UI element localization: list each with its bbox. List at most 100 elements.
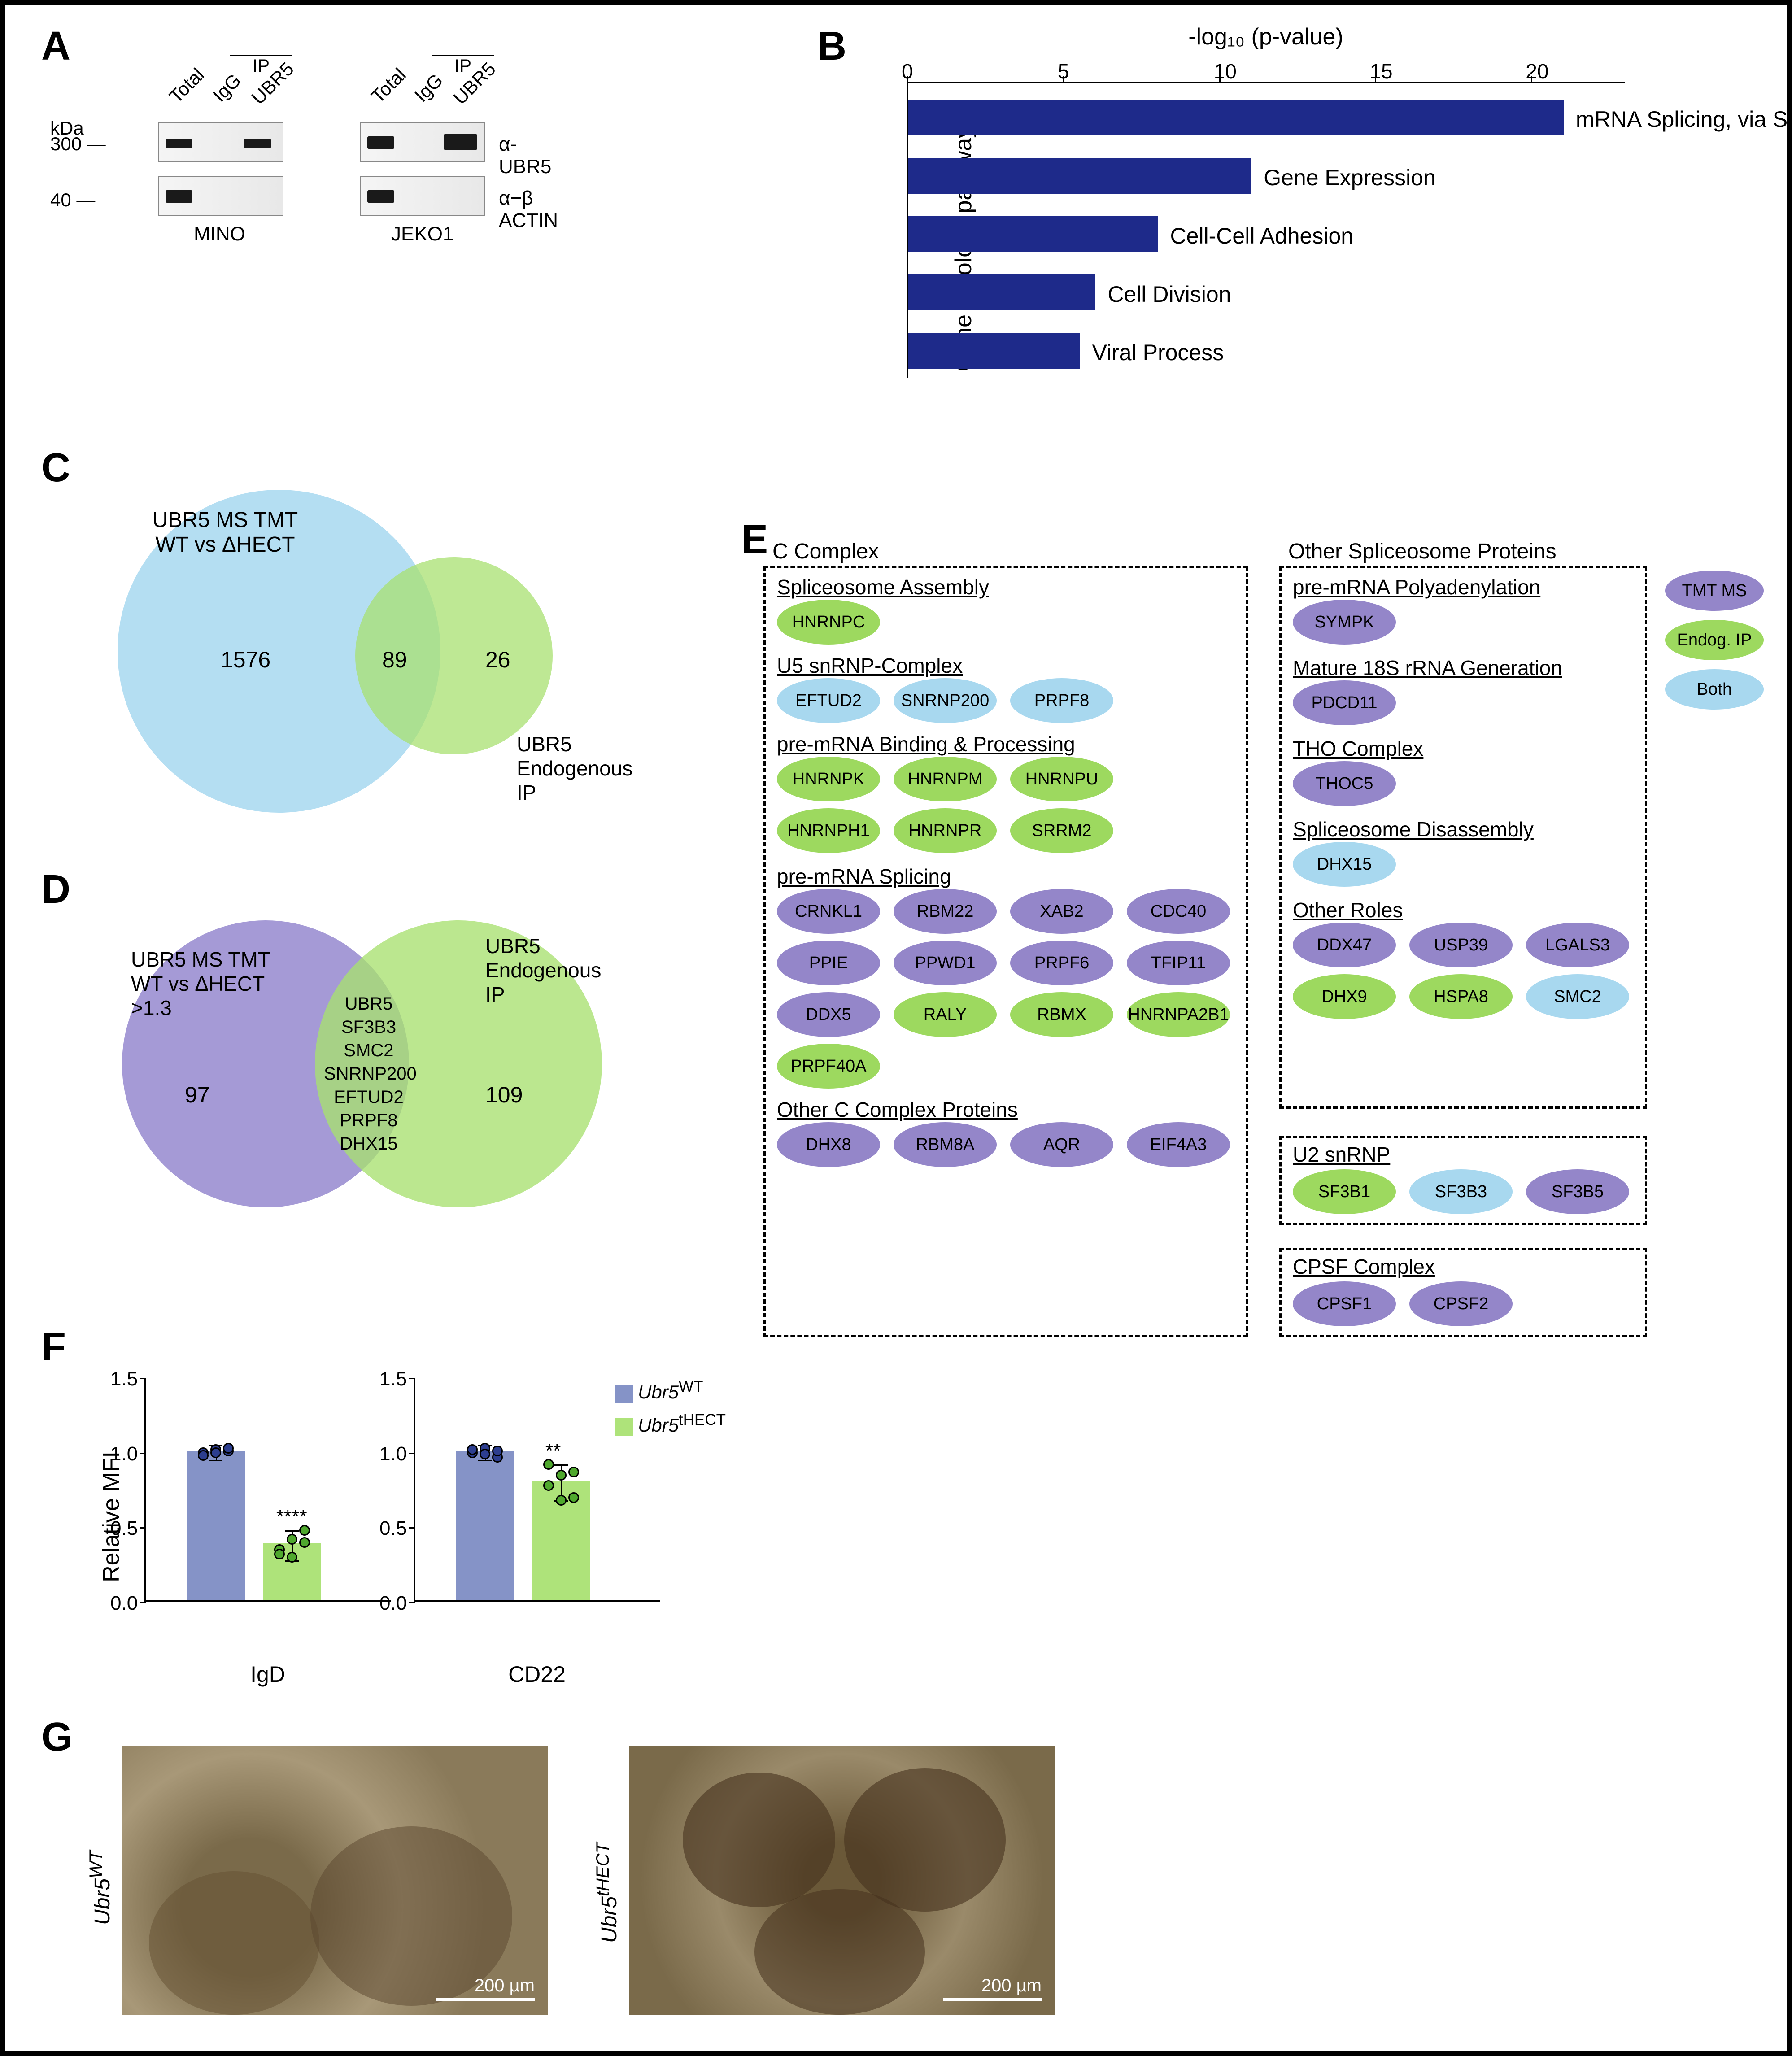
section-title: Spliceosome Assembly (777, 575, 989, 599)
protein-oval: SMC2 (1526, 974, 1629, 1019)
protein-oval: DHX9 (1293, 974, 1396, 1019)
x-tick: 20 (1526, 59, 1548, 83)
protein-oval: HSPA8 (1409, 974, 1513, 1019)
cell-jeko: JEKO1 (391, 223, 453, 245)
x-axis-title: -log₁₀ (p-value) (1188, 23, 1343, 50)
mfi-bar (456, 1451, 514, 1600)
lane-label: Total (367, 64, 410, 108)
data-point (480, 1449, 490, 1459)
section-title: Mature 18S rRNA Generation (1293, 656, 1562, 680)
panel-f-mfi-charts: Relative MFI 0.00.51.01.5****IgD0.00.51.… (41, 1346, 737, 1696)
x-label: CD22 (508, 1661, 566, 1687)
protein-oval: HNRNPA2B1 (1127, 992, 1230, 1037)
venn-left-n: 1576 (221, 647, 270, 673)
figure-container: A B C D E F G IP Total IgG UBR5 IP Total… (23, 23, 1769, 2033)
protein-oval: PRPF8 (1010, 678, 1113, 723)
protein-oval: THOC5 (1293, 761, 1396, 806)
y-tick: 1.5 (110, 1368, 138, 1390)
section-title: Other C Complex Proteins (777, 1098, 1018, 1122)
venn-right-n: 26 (485, 647, 510, 673)
y-tick: 0.0 (110, 1592, 138, 1615)
blot-jeko-ubr5 (360, 122, 485, 162)
kda-300: 300 — (50, 133, 106, 155)
legend-item: Ubr5tHECT (615, 1411, 726, 1436)
venn-right-title: UBR5 Endogenous IP (517, 732, 651, 805)
protein-oval: EIF4A3 (1127, 1122, 1230, 1167)
data-point (543, 1480, 554, 1491)
protein-oval: SYMPK (1293, 600, 1396, 645)
section-title: THO Complex (1293, 736, 1423, 761)
protein-oval: RBMX (1010, 992, 1113, 1037)
blot-mino-ubr5 (158, 122, 283, 162)
protein-oval: SF3B5 (1526, 1169, 1629, 1214)
data-point (467, 1444, 478, 1455)
protein-oval: RBM22 (894, 889, 997, 934)
go-bar-label: Gene Expression (1264, 165, 1436, 191)
data-point (556, 1470, 567, 1481)
protein-oval: HNRNPU (1010, 757, 1113, 801)
legend-item: Ubr5WT (615, 1378, 726, 1403)
legend-item: Endog. IP (1665, 620, 1764, 660)
panel-d-venn: UBR5 MS TMT WT vs ΔHECT >1.3 97 UBR5SF3B… (41, 876, 759, 1302)
blot-mino-actin (158, 176, 283, 216)
panel-a-western-blot: IP Total IgG UBR5 IP Total IgG UBR5 kDa … (41, 32, 759, 346)
venn-right-title: UBR5 Endogenous IP (485, 934, 620, 1006)
y-tick: 1.5 (379, 1368, 407, 1390)
venn-left-title: UBR5 MS TMT WT vs ΔHECT >1.3 (131, 947, 288, 1020)
data-point (287, 1534, 297, 1545)
blot-jeko-actin (360, 176, 485, 216)
y-tick: 0.5 (110, 1517, 138, 1540)
data-point (568, 1467, 579, 1477)
x-label: IgD (250, 1661, 285, 1687)
lane-label: Total (165, 64, 209, 108)
u2-title: U2 snRNP (1293, 1142, 1390, 1167)
section-title: pre-mRNA Binding & Processing (777, 732, 1075, 756)
venn-left-n: 97 (185, 1082, 210, 1108)
y-tick: 1.0 (110, 1443, 138, 1465)
go-barchart: -log₁₀ (p-value) Gene ontology pathways … (907, 82, 1625, 405)
protein-oval: RBM8A (894, 1122, 997, 1167)
venn-overlap: 89 (382, 647, 407, 673)
y-tick: 0.0 (379, 1592, 407, 1615)
x-tick: 10 (1214, 59, 1237, 83)
c-complex-title: C Complex (772, 539, 879, 564)
data-point (287, 1552, 297, 1563)
protein-oval: DHX8 (777, 1122, 880, 1167)
micro-label-thect: Ubr5tHECT (593, 1843, 622, 1943)
protein-oval: DHX15 (1293, 842, 1396, 887)
protein-oval: XAB2 (1010, 889, 1113, 934)
micrograph-wt: 200 µm (122, 1746, 548, 2015)
micrograph-thect: 200 µm (629, 1746, 1055, 2015)
protein-oval: PPWD1 (894, 941, 997, 985)
significance: **** (276, 1506, 307, 1528)
protein-oval: SF3B1 (1293, 1169, 1396, 1214)
go-bar (908, 158, 1251, 194)
venn-left-title: UBR5 MS TMT WT vs ΔHECT (135, 508, 315, 557)
legend: Ubr5WT Ubr5tHECT (615, 1378, 726, 1444)
data-point (223, 1443, 234, 1454)
data-point (210, 1447, 221, 1458)
protein-oval: PDCD11 (1293, 680, 1396, 725)
section-title: pre-mRNA Polyadenylation (1293, 575, 1540, 599)
legend-item: Both (1665, 669, 1764, 710)
section-title: pre-mRNA Splicing (777, 864, 951, 889)
protein-oval: HNRNPR (894, 808, 997, 853)
go-bar (908, 216, 1158, 252)
section-title: Spliceosome Disassembly (1293, 817, 1534, 841)
protein-oval: SF3B3 (1409, 1169, 1513, 1214)
micro-label-wt: Ubr5WT (86, 1851, 115, 1925)
protein-oval: DDX47 (1293, 923, 1396, 967)
cpsf-title: CPSF Complex (1293, 1255, 1435, 1279)
data-point (568, 1492, 579, 1503)
go-bar-label: Viral Process (1092, 340, 1224, 366)
protein-oval: SRRM2 (1010, 808, 1113, 853)
protein-oval: PRPF6 (1010, 941, 1113, 985)
protein-oval: HNRNPK (777, 757, 880, 801)
legend-item: TMT MS (1665, 571, 1764, 611)
y-tick: 0.5 (379, 1517, 407, 1540)
go-bar (908, 274, 1095, 310)
protein-oval: TFIP11 (1127, 941, 1230, 985)
protein-oval: HNRNPM (894, 757, 997, 801)
panel-g-micrographs: Ubr5WT 200 µm Ubr5tHECT 200 µm (41, 1728, 1118, 2033)
data-point (299, 1537, 310, 1548)
